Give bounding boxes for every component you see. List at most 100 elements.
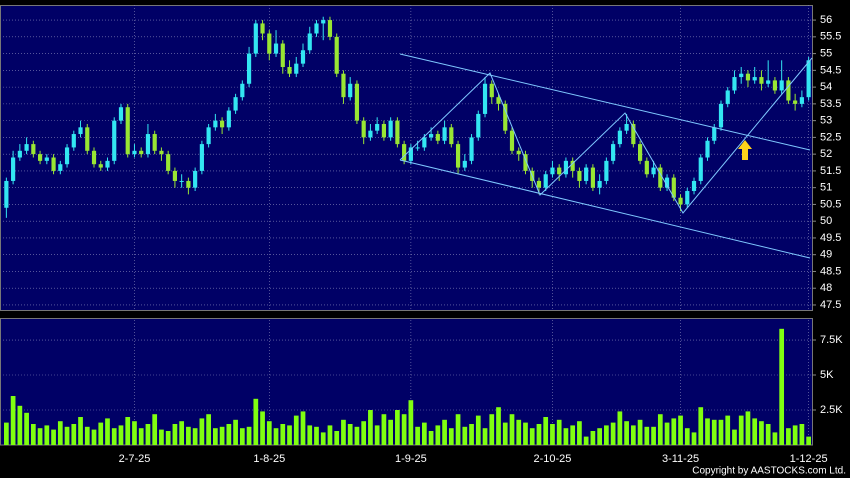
volume-bar	[732, 429, 737, 445]
volume-bar	[806, 436, 811, 445]
candle-body	[368, 130, 373, 138]
candle-body	[725, 90, 730, 104]
candle-body	[402, 144, 407, 161]
y-tick-label: 49	[820, 249, 832, 261]
candle-body	[503, 103, 508, 131]
volume-bar	[179, 421, 185, 445]
y-tick-label: 48	[820, 282, 832, 294]
volume-bar	[368, 410, 373, 445]
volume-bar	[118, 425, 124, 445]
candle-body	[314, 23, 319, 34]
volume-bar	[260, 411, 265, 445]
volume-bar	[138, 428, 144, 445]
candle-body	[786, 80, 791, 101]
volume-bar	[577, 421, 582, 445]
volume-bar	[705, 418, 710, 445]
volume-bar	[624, 421, 629, 445]
candle-body	[604, 160, 609, 181]
volume-bar	[293, 415, 299, 445]
volume-bar	[145, 424, 151, 445]
y-tick-label: 54	[820, 81, 832, 93]
candle-body	[678, 197, 683, 205]
volume-bar	[617, 411, 623, 445]
volume-bar	[4, 422, 9, 445]
candle-body	[375, 123, 380, 131]
candle-body	[793, 100, 798, 104]
volume-bar	[239, 428, 245, 445]
volume-bar	[678, 415, 683, 445]
candle-body	[509, 130, 515, 151]
volume-bar	[502, 422, 508, 445]
candle-body	[246, 53, 252, 84]
candle-body	[273, 43, 279, 54]
volume-bar	[105, 418, 110, 445]
volume-bar	[637, 419, 643, 445]
volume-bar	[597, 428, 602, 445]
volume-bar	[37, 428, 43, 445]
candle-body	[516, 150, 521, 155]
candle-body	[563, 160, 569, 175]
candle-body	[664, 177, 670, 188]
candle-body	[388, 120, 393, 138]
trend-lines	[399, 53, 813, 259]
volume-bar	[604, 425, 609, 445]
volume-bar	[91, 429, 97, 445]
candle-body	[482, 83, 488, 114]
candle-body	[779, 80, 784, 91]
candle-body	[24, 144, 29, 151]
volume-bar	[529, 428, 535, 445]
volume-bar	[327, 425, 333, 445]
volume-bar	[361, 421, 367, 445]
volume-bar	[334, 431, 340, 445]
volume-bar	[543, 417, 549, 445]
y-tick-label: 53.5	[820, 98, 841, 110]
volume-bar	[711, 419, 717, 445]
y-tick-label: 54.5	[820, 64, 841, 76]
volume-bar	[192, 428, 198, 445]
volume-bar	[738, 415, 744, 445]
candle-body	[118, 107, 124, 121]
volume-bar	[57, 421, 63, 445]
candle-body	[381, 123, 386, 138]
x-tick-label: 1-12-25	[790, 453, 828, 465]
y-tick-label: 50.5	[820, 198, 841, 210]
volume-bar	[381, 414, 387, 445]
volume-bar	[30, 424, 36, 445]
candle-body	[435, 134, 440, 141]
volume-bar	[772, 432, 778, 445]
candle-body	[590, 167, 595, 188]
candle-body	[267, 33, 272, 54]
volume-bar	[435, 425, 441, 445]
y-tick-label: 55.5	[820, 31, 841, 43]
x-tick-label: 1-9-25	[395, 453, 427, 465]
volume-bar	[71, 424, 77, 445]
candle-body	[462, 160, 467, 168]
price-panel	[0, 5, 813, 311]
candle-body	[550, 167, 555, 175]
volume-bar	[24, 412, 29, 445]
candle-body	[341, 73, 346, 98]
volume-bar	[657, 414, 663, 445]
candle-body	[132, 150, 137, 155]
volume-bar	[266, 421, 272, 445]
candle-body	[44, 157, 49, 161]
volume-bar	[64, 426, 70, 445]
volume-bar	[482, 428, 488, 445]
candle-body	[172, 170, 178, 181]
candle-body	[213, 120, 218, 128]
candle-body	[240, 83, 245, 98]
volume-bar	[213, 428, 218, 445]
candle-body	[145, 134, 151, 155]
y-tick-label: 48.5	[820, 265, 841, 277]
candle-body	[536, 180, 542, 188]
volume-bar	[415, 426, 420, 445]
channel-upper	[399, 53, 811, 151]
volume-bar	[590, 431, 596, 445]
candle-body	[260, 23, 265, 34]
volume-bar	[550, 424, 555, 445]
candle-body	[91, 150, 97, 165]
candle-body	[71, 134, 76, 148]
candle-body	[152, 134, 157, 151]
candle-body	[112, 120, 117, 161]
candle-body	[125, 107, 130, 155]
